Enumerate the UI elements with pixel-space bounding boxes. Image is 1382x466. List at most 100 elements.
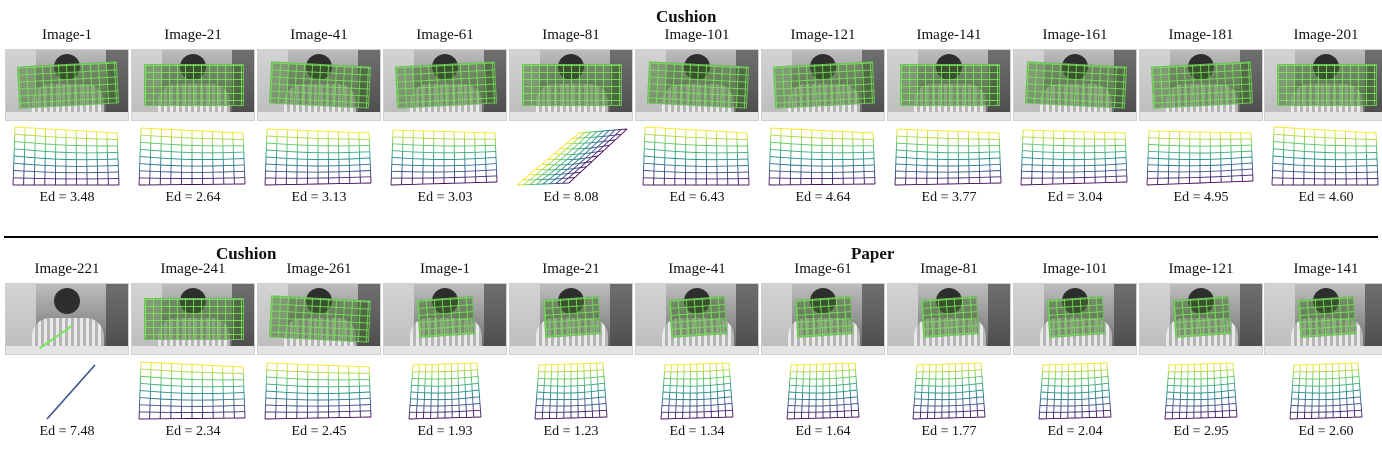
mesh-edge [1332,384,1340,387]
mesh-edge [265,163,277,166]
desk [510,112,632,120]
mesh-edge [149,170,161,173]
mesh-edge [850,403,859,405]
mesh-edge [65,129,77,132]
mesh-edge [465,383,472,386]
desk [1265,112,1382,120]
mesh-edge [171,151,182,153]
mesh-edge [584,391,592,393]
mesh-edge [1148,150,1159,153]
mesh-edge [706,130,717,132]
monitor-shadow [1114,284,1136,354]
mesh-edge [1332,391,1340,394]
mesh-edge [1273,126,1285,129]
mesh-edge [202,130,213,132]
paper-mesh-overlay [542,296,602,338]
mesh-edge [35,127,46,130]
desk [384,112,506,120]
mesh-edge [829,384,837,387]
input-frame-image [5,283,129,355]
mesh-edge [591,383,598,386]
mesh-edge [286,398,298,401]
desk [258,112,380,120]
mesh-edge [608,129,616,131]
office-background [1265,284,1295,354]
mesh-edge [1290,405,1292,413]
mesh-edge [852,131,863,133]
reconstructed-mesh-plot [1020,129,1128,186]
mesh-edge [598,396,606,398]
mesh-edge [644,133,656,136]
mesh-edge [560,153,567,161]
mesh-edge [549,178,556,185]
mesh-edge [836,377,843,379]
desk [1014,112,1136,120]
mesh-edge [191,130,203,132]
mesh-edge [1292,378,1294,386]
desk [1140,346,1262,354]
mesh-edge [723,382,731,385]
mesh-edge [485,157,497,159]
mesh-edge [181,363,193,365]
ed-value: Ed = 2.34 [165,424,221,439]
mesh-edge [836,384,844,386]
mesh-edge [1040,391,1042,399]
mesh-edge [584,404,593,406]
mesh-edge [602,135,610,142]
mesh-edge [1282,170,1294,173]
mesh-edge [710,377,717,379]
mesh-edge [464,376,472,379]
mesh-edge [475,175,487,178]
mesh-edge [161,143,172,145]
mesh-edge [573,167,581,174]
mesh-edge [266,376,277,379]
mesh-edge [849,382,857,385]
desk [132,112,254,120]
mesh-edge [591,146,598,149]
mesh-edge [724,389,732,392]
mesh-edge [1221,397,1229,399]
mesh-edge [710,397,718,400]
mesh-edge [1041,378,1043,386]
mesh-edge [567,163,574,170]
monitor-shadow [610,284,632,354]
mesh-edge [410,385,412,393]
mesh-edge [232,366,244,368]
mesh-edge [266,149,277,152]
desk [6,112,128,120]
mesh-edge [171,158,182,160]
monitor-shadow [862,284,884,354]
mesh-edge [212,365,223,367]
mesh-edge [811,129,823,131]
mesh-edge [843,390,851,393]
mesh-edge [578,132,586,134]
mesh-edge [579,162,587,169]
mesh-edge [573,163,580,169]
mesh-edge [475,157,486,160]
mesh-edge [602,130,610,137]
mesh-edge [472,403,481,405]
mesh-edge [458,377,465,379]
mesh-edge [535,174,543,181]
mesh-edge [664,150,676,152]
mesh-edge [536,179,543,185]
ed-value: Ed = 6.43 [669,190,725,205]
mesh-edge [1227,382,1235,385]
mesh-edge [561,168,568,175]
mesh-edge [1314,136,1326,139]
title-cushion-top: Cushion [656,7,717,26]
mesh-edge [1088,391,1096,393]
mesh-edge [140,361,152,363]
mesh-edge [139,390,151,392]
desk [510,346,632,354]
mesh-edge [1283,156,1294,159]
mesh-edge [858,410,860,418]
mesh-edge [1339,377,1346,379]
mesh-edge [829,391,837,394]
input-frame-image [761,49,885,121]
mesh-edge [1158,151,1170,153]
mesh-edge [603,144,610,147]
mesh-edge [465,390,473,393]
mesh-edge [359,404,371,406]
mesh-edge [596,130,604,132]
